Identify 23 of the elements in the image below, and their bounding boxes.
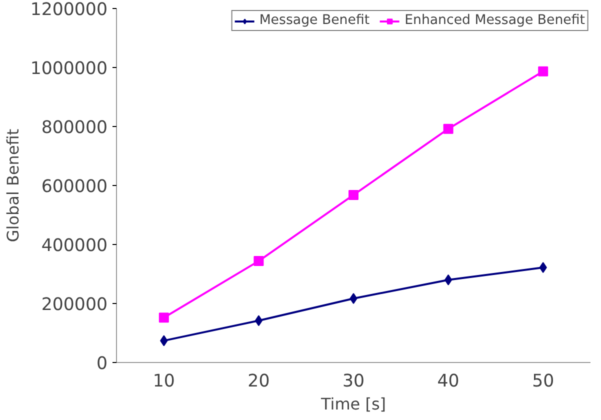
y-tick-label: 800000 (41, 118, 108, 138)
y-tick-label: 600000 (41, 177, 108, 197)
y-tick-label: 1200000 (30, 0, 108, 20)
point (443, 124, 454, 134)
x-tick-label: 50 (532, 372, 554, 392)
y-axis-title: Global Benefit (3, 128, 22, 242)
x-tick-label: 40 (437, 372, 460, 392)
point (538, 66, 548, 76)
x-tick-label: 20 (248, 372, 270, 392)
point (254, 315, 263, 326)
y-tick-label: 200000 (41, 295, 108, 315)
y-tick-label: 400000 (41, 236, 108, 256)
legend-label: Message Benefit (259, 13, 370, 28)
x-tick-label: 10 (152, 372, 175, 392)
legend-label: Enhanced Message Benefit (404, 13, 585, 28)
point (254, 256, 264, 266)
point (348, 190, 358, 200)
y-tick-label: 0 (96, 354, 108, 374)
point (158, 312, 169, 323)
y-tick-label: 1000000 (30, 59, 108, 79)
x-tick-label: 30 (342, 372, 365, 392)
x-axis-title: Time [s] (320, 394, 386, 414)
point (444, 274, 452, 286)
